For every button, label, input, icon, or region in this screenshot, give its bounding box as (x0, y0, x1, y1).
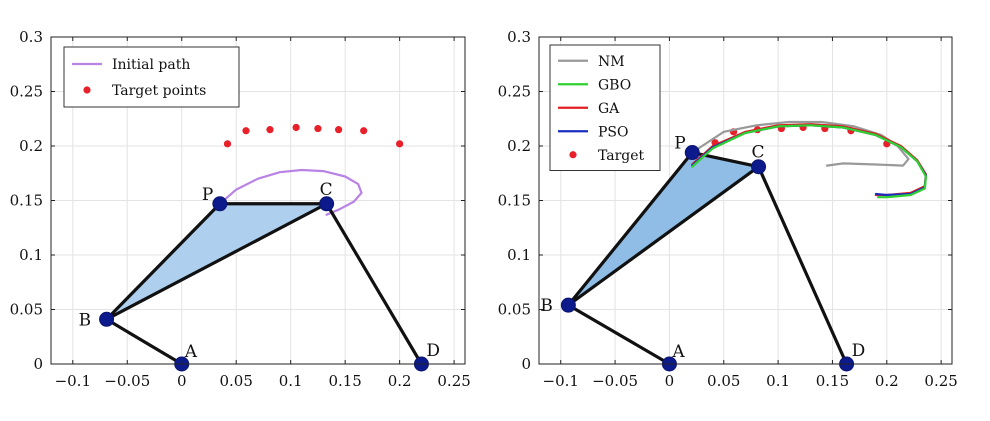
x-tick-label: −0.05 (104, 372, 150, 390)
x-tick-label: 0.1 (279, 372, 303, 390)
x-tick-label: 0.05 (707, 372, 740, 390)
grid (51, 36, 465, 365)
joint-label-c: C (320, 180, 333, 200)
legend-label-gbo: GBO (598, 77, 631, 93)
axes: −0.1 −0.05 0 0.05 0.1 0.15 0.2 0.25 0 0.05 0.1 0.15… (498, 28, 958, 390)
target-points (223, 123, 404, 148)
target-point (292, 123, 300, 132)
x-tick-label: 0.25 (437, 372, 470, 390)
target-point (335, 126, 343, 134)
x-tick-label: 0 (665, 372, 675, 390)
legend-label-target: Target (598, 148, 645, 164)
legend-box (63, 46, 240, 108)
target-point (314, 124, 322, 133)
x-tick-label: 0 (177, 372, 187, 390)
y-tick-label: 0.1 (19, 246, 43, 264)
y-tick-label: 0.3 (19, 28, 43, 46)
legend-label-target-points: Target points (112, 83, 206, 99)
legend-label-ga: GA (598, 101, 620, 117)
y-tick-label: 0.05 (498, 301, 531, 319)
y-tick-label: 0.3 (507, 28, 531, 46)
joint-c (751, 159, 767, 175)
x-tick-label: −0.05 (592, 372, 638, 390)
x-tick-label: 0.25 (924, 372, 957, 390)
legend-swatch-target (569, 151, 577, 159)
coupler-triangle (566, 150, 761, 307)
joint-label-d: D (426, 341, 440, 361)
target-point (266, 126, 274, 134)
link-cd (756, 165, 849, 366)
joint-label-c: C (752, 143, 765, 163)
legend-label-initial-path: Initial path (112, 57, 190, 73)
y-tick-label: 0.15 (498, 192, 531, 210)
left-chart: A B P C D −0.1 −0.05 0 0.05 0.1 0.15 0.2 0.25 0 0.05 0.… (10, 28, 471, 390)
x-tick-label: 0.15 (816, 372, 849, 390)
y-tick-label: 0.25 (498, 83, 531, 101)
joint-label-a: A (671, 342, 685, 362)
joint-label-d: D (852, 341, 866, 361)
legend: NM GBO GA PSO Target (549, 44, 661, 171)
target-point (396, 140, 404, 148)
joint-label-a: A (184, 342, 198, 362)
series-initial-path-line (218, 168, 363, 216)
legend-label-nm: NM (598, 54, 625, 70)
series-gbo-line (691, 124, 927, 199)
joint-b (560, 297, 576, 313)
coupler-triangle (104, 202, 329, 321)
y-tick-label: 0.05 (10, 301, 43, 319)
legend: Initial path Target points (63, 46, 240, 108)
joint-p (684, 145, 700, 161)
target-point (360, 127, 368, 135)
x-tick-label: −0.1 (55, 372, 91, 390)
y-tick-label: 0 (33, 355, 43, 373)
joint-label-b: B (79, 310, 92, 330)
y-tick-label: 0.15 (10, 192, 43, 210)
y-tick-label: 0.2 (507, 137, 531, 155)
link-ab (104, 317, 184, 366)
x-tick-label: 0.1 (766, 372, 790, 390)
legend-swatch-target-points (83, 86, 91, 94)
x-tick-label: 0.15 (328, 372, 361, 390)
y-tick-label: 0.2 (19, 137, 43, 155)
legend-label-pso: PSO (598, 124, 629, 140)
joint-label-p: P (674, 134, 685, 154)
x-tick-label: −0.1 (543, 372, 579, 390)
x-tick-label: 0.2 (388, 372, 412, 390)
joint-p (212, 196, 228, 212)
series-nm-line (691, 120, 910, 167)
target-point (242, 127, 250, 135)
y-tick-label: 0.1 (507, 246, 531, 264)
link-ab (566, 303, 672, 366)
joint-b (99, 311, 115, 327)
joint-c (319, 196, 335, 212)
x-tick-label: 0.05 (220, 372, 253, 390)
joint-label-b: B (540, 296, 553, 316)
y-tick-label: 0 (521, 355, 531, 373)
link-cd (325, 202, 424, 366)
axes: −0.1 −0.05 0 0.05 0.1 0.15 0.2 0.25 0 0.05 0.1 0.15… (10, 28, 471, 390)
right-chart: A B P C D −0.1 −0.05 0 0.05 0.1 0.15 0.2 0.25 0 0.05 0.… (498, 28, 958, 390)
joint-label-p: P (202, 185, 213, 205)
x-tick-label: 0.2 (875, 372, 899, 390)
target-point (223, 140, 232, 148)
y-tick-label: 0.25 (10, 83, 43, 101)
